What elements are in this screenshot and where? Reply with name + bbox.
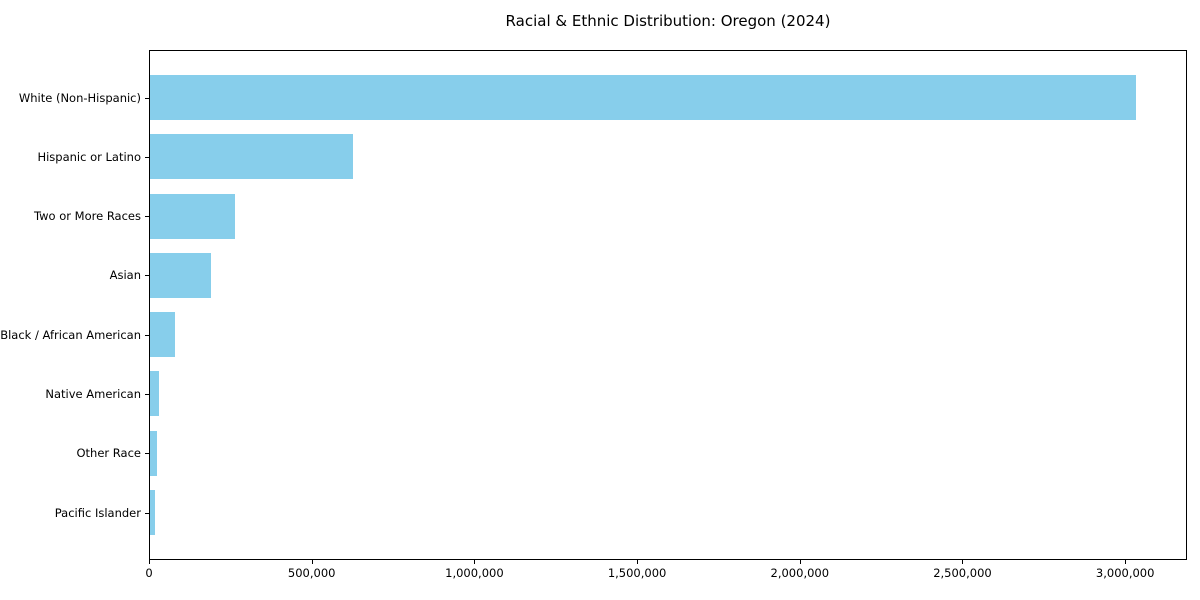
x-tick-label: 2,500,000: [933, 566, 992, 580]
y-axis-label: Native American: [45, 386, 141, 401]
x-tick-label: 2,000,000: [770, 566, 830, 580]
bar: [150, 193, 235, 239]
y-axis-label: Black / African American: [0, 327, 141, 342]
plot-area: [149, 50, 1187, 560]
x-tick-label: 500,000: [287, 566, 336, 580]
x-tick-label: 3,000,000: [1095, 566, 1155, 580]
y-axis-label: Hispanic or Latino: [37, 149, 141, 164]
x-tick: [149, 560, 150, 564]
y-tick: [145, 156, 149, 158]
bar: [150, 490, 155, 535]
bar: [150, 312, 175, 358]
y-axis-label: Pacific Islander: [54, 505, 141, 520]
bar: [150, 371, 159, 417]
bar: [150, 134, 353, 180]
x-tick: [311, 560, 313, 564]
x-tick-label: 1,500,000: [607, 566, 667, 580]
y-axis-label: Two or More Races: [34, 209, 141, 224]
bar: [150, 430, 157, 476]
x-tick: [1125, 560, 1127, 564]
x-tick: [474, 560, 476, 564]
y-tick: [145, 275, 149, 277]
y-axis-label: White (Non-Hispanic): [18, 90, 141, 105]
x-tick: [637, 560, 639, 564]
bar: [150, 75, 1136, 120]
y-tick: [145, 334, 149, 336]
y-tick: [145, 453, 149, 455]
x-tick-label: 0: [145, 566, 153, 580]
y-axis-label: Asian: [109, 268, 141, 283]
x-tick-label: 1,000,000: [445, 566, 504, 580]
x-tick: [962, 560, 964, 564]
y-tick: [145, 97, 149, 99]
x-tick: [799, 560, 801, 564]
y-axis-label: Other Race: [76, 446, 142, 461]
y-tick: [145, 216, 149, 218]
y-tick: [145, 393, 149, 395]
chart-title: Racial & Ethnic Distribution: Oregon (20…: [505, 12, 831, 30]
bar: [150, 252, 211, 298]
y-tick: [145, 512, 149, 514]
